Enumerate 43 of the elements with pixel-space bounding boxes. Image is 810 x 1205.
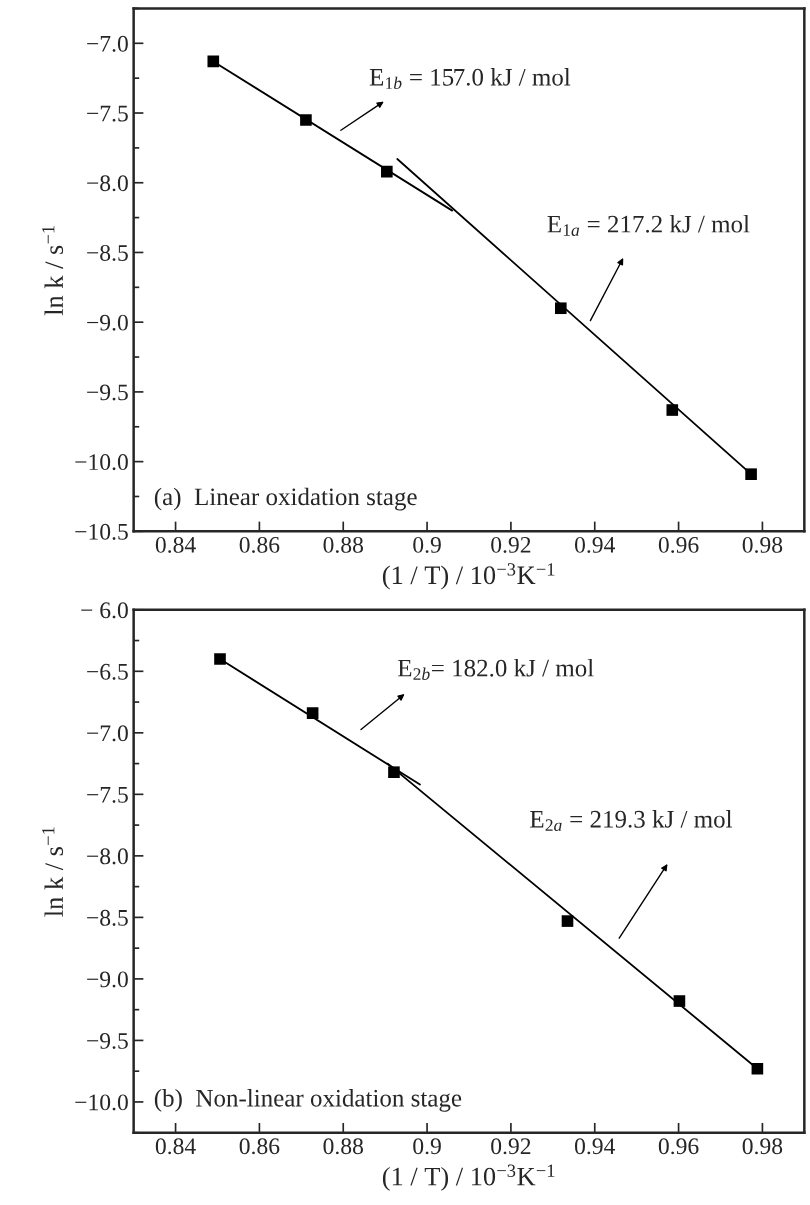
y-tick-label: −7.5 [87,105,128,122]
y-tick-label: −7.5 [87,787,128,803]
x-tick-label: 0.9 [413,536,441,553]
y-tick-label: −8.5 [87,244,128,261]
y-tick-label: −9.0 [87,314,128,331]
x-tick-label: 0.86 [239,1138,280,1155]
annotation: E$_{1b}$ = 157.0 kJ / mol [369,68,571,90]
annotation: E$_{1a}$ = 217.2 kJ / mol [547,215,750,236]
y-tick-label: −8.0 [87,175,128,192]
annotation: E$_{2b}$= 182.0 kJ / mol [397,658,594,680]
x-tick-label: 0.92 [491,536,531,553]
x-tick-label: 0.9 [413,1138,441,1155]
x-tick-label: 0.94 [574,536,616,553]
x-tick-label: 0.86 [239,536,280,553]
x-tick-label: 0.88 [323,1138,363,1155]
x-tick-label: 0.98 [742,536,783,553]
y-tick-label: −6.5 [87,663,128,680]
y-tick-label: − 6.0 [81,602,128,619]
y-tick-label: −9.5 [87,1032,128,1049]
y-tick-label: −9.5 [87,384,128,401]
annotation: (b) Non-linear oxidation stage [154,1089,462,1112]
y-axis-title: ln k / s$^{−1}$ [42,225,64,316]
y-tick-label: −8.0 [87,848,128,865]
x-tick-label: 0.84 [155,1138,196,1155]
y-tick-label: −9.0 [87,971,128,988]
x-axis-title: (1 / T) / 10$^{−3}$K$^{−1}$ [382,563,555,590]
x-tick-label: 0.94 [574,1138,616,1155]
x-tick-label: 0.88 [323,536,363,553]
y-tick-label: −10.5 [75,523,128,540]
y-tick-label: −7.0 [87,725,128,742]
x-tick-label: 0.96 [658,1138,699,1155]
y-tick-label: −7.0 [87,35,128,52]
x-axis-title: (1 / T) / 10$^{−3}$K$^{−1}$ [382,1164,555,1191]
x-tick-label: 0.98 [742,1138,783,1155]
y-tick-label: −8.5 [87,909,128,926]
y-tick-label: −10.0 [75,1094,128,1111]
y-tick-label: −10.0 [75,454,128,471]
x-tick-label: 0.84 [155,536,196,553]
annotation: (a) Linear oxidation stage [154,487,417,511]
x-tick-label: 0.92 [491,1138,531,1155]
y-axis-title: ln k / s$^{−1}$ [42,827,64,917]
annotation: E$_{2a}$ = 219.3 kJ / mol [530,810,733,832]
x-tick-label: 0.96 [658,536,699,553]
